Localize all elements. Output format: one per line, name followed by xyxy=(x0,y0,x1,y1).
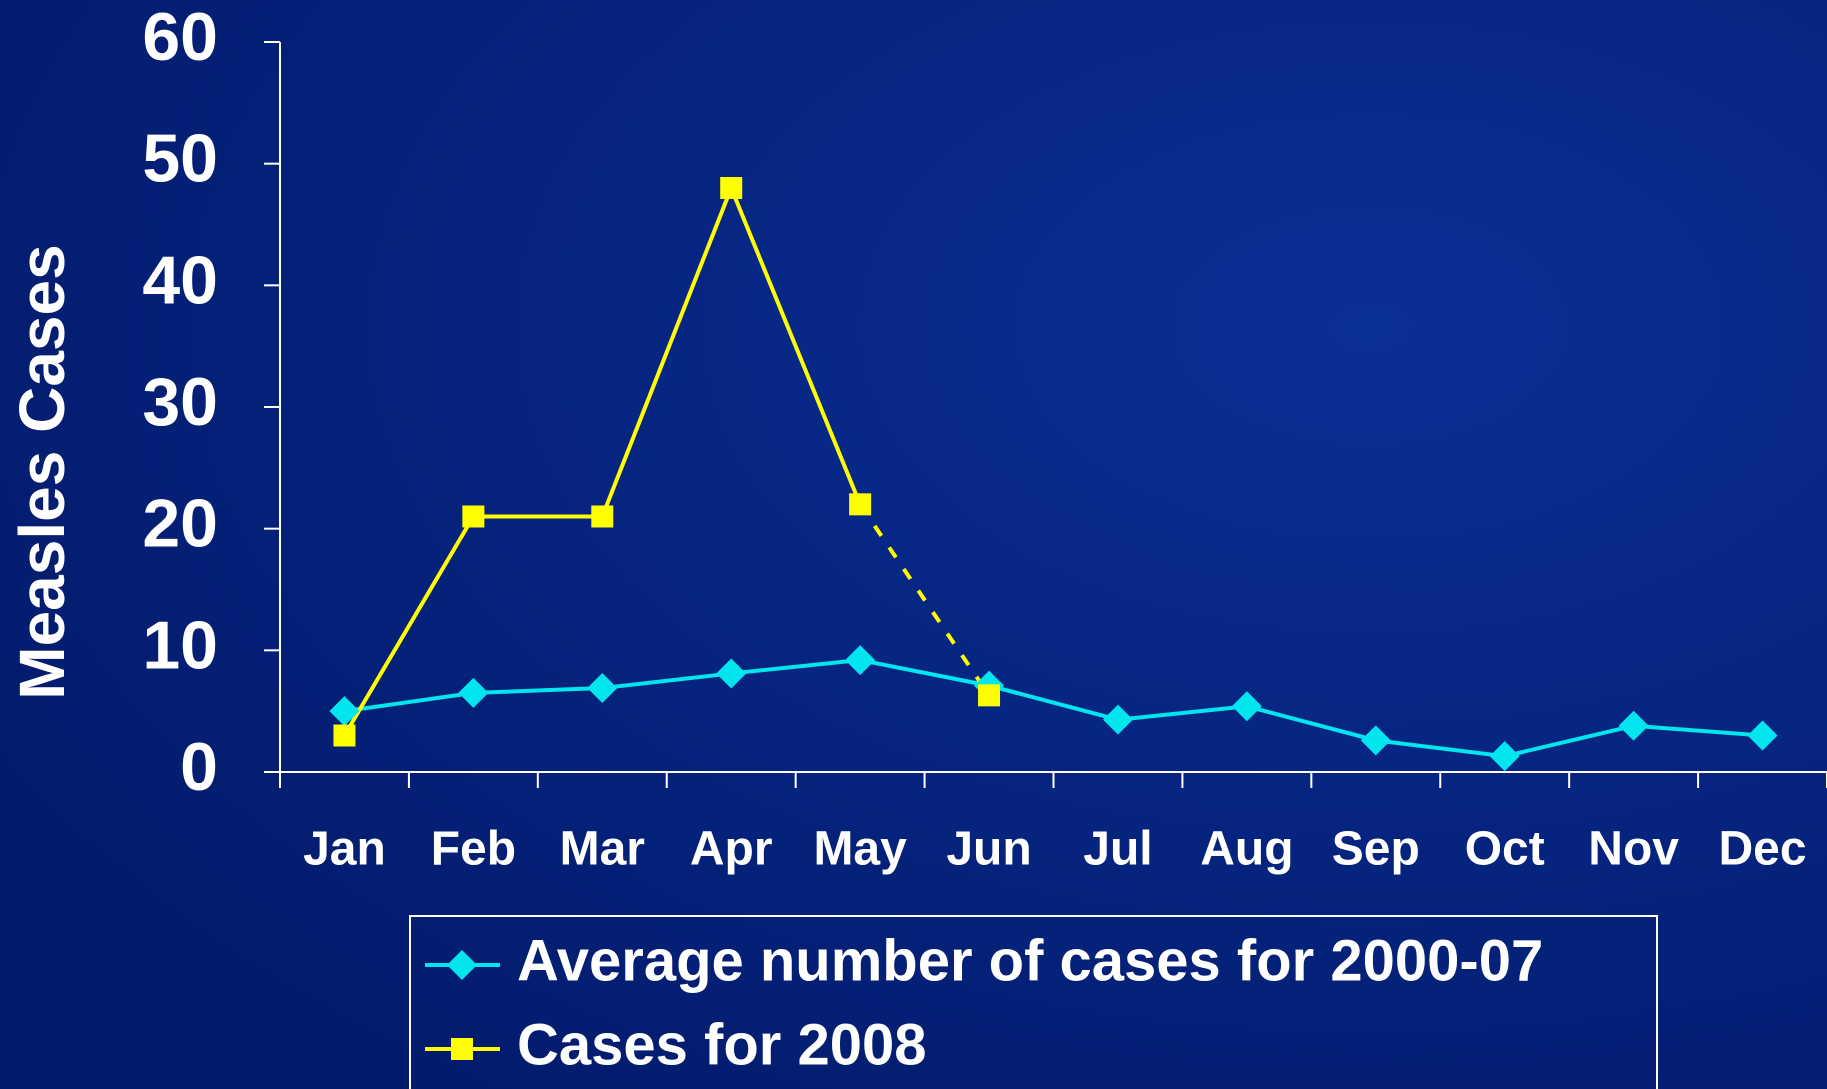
legend-box xyxy=(409,915,1658,1089)
x-tick-label: Jul xyxy=(1083,823,1152,876)
legend-marker xyxy=(447,950,477,980)
legend-label: Cases for 2008 xyxy=(517,1012,926,1077)
x-tick-label: Apr xyxy=(690,823,773,876)
x-tick-label: Mar xyxy=(560,823,645,876)
marker xyxy=(333,724,356,747)
line-dashed xyxy=(858,503,991,697)
x-tick-label: Aug xyxy=(1200,823,1293,876)
x-tick-label: Feb xyxy=(431,823,516,876)
marker xyxy=(1231,691,1262,722)
marker xyxy=(1618,710,1649,741)
x-tick-label: Dec xyxy=(1719,823,1807,876)
legend-label: Average number of cases for 2000-07 xyxy=(517,928,1543,993)
marker xyxy=(329,696,360,727)
x-tick-label: Nov xyxy=(1588,823,1679,876)
y-tick-label: 10 xyxy=(142,607,218,683)
x-tick-label: Jun xyxy=(946,823,1031,876)
x-tick-label: May xyxy=(813,823,907,876)
y-axis-label: Measles Cases xyxy=(6,244,78,699)
x-tick-label: Oct xyxy=(1465,823,1545,876)
marker xyxy=(720,177,743,199)
y-tick-label: 60 xyxy=(142,0,218,75)
x-tick-label: Sep xyxy=(1332,823,1420,876)
marker xyxy=(845,645,876,676)
legend-marker xyxy=(451,1038,473,1060)
y-tick-label: 50 xyxy=(142,121,218,197)
marker xyxy=(849,493,872,516)
marker xyxy=(1489,741,1520,772)
y-tick-label: 20 xyxy=(142,486,218,562)
line xyxy=(344,658,1763,759)
marker xyxy=(591,505,614,528)
marker xyxy=(1747,720,1778,751)
y-tick-label: 40 xyxy=(142,242,218,318)
y-tick-label: 0 xyxy=(180,729,218,805)
marker xyxy=(587,673,618,704)
marker xyxy=(1360,725,1391,756)
y-tick-label: 30 xyxy=(142,364,218,440)
marker xyxy=(462,505,485,528)
marker xyxy=(978,684,1001,707)
x-tick-label: Jan xyxy=(303,823,386,876)
marker xyxy=(458,677,489,708)
marker xyxy=(716,658,747,689)
marker xyxy=(1102,704,1133,735)
